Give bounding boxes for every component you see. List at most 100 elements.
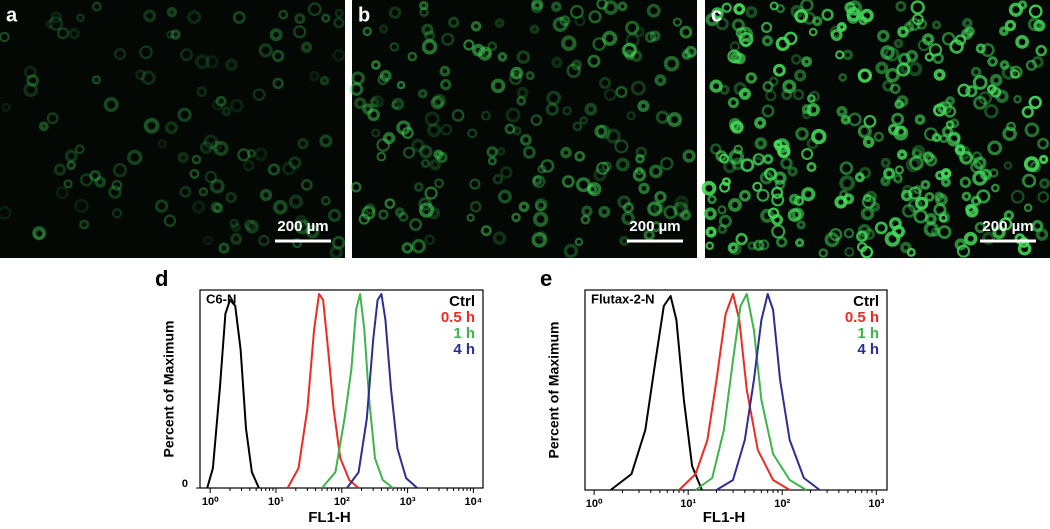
cell bbox=[709, 79, 723, 93]
cell bbox=[574, 150, 586, 162]
cell bbox=[394, 207, 405, 218]
cell bbox=[170, 29, 181, 40]
cell bbox=[230, 232, 243, 245]
cell bbox=[511, 212, 521, 223]
cell bbox=[954, 238, 967, 251]
cell bbox=[203, 134, 219, 150]
cell bbox=[812, 16, 823, 27]
cell bbox=[727, 49, 742, 64]
scale-bar-label: 200 µm bbox=[277, 218, 328, 235]
cell bbox=[885, 67, 900, 83]
cell bbox=[45, 19, 55, 29]
cell bbox=[1031, 56, 1044, 69]
cell bbox=[747, 241, 757, 251]
cell bbox=[413, 182, 424, 192]
cell bbox=[1028, 95, 1042, 110]
cell bbox=[26, 74, 39, 87]
cell bbox=[432, 93, 447, 108]
cell bbox=[535, 200, 546, 212]
cell bbox=[439, 65, 451, 77]
cell bbox=[922, 33, 935, 46]
cell bbox=[327, 208, 342, 223]
cell bbox=[53, 163, 67, 176]
cell bbox=[191, 154, 202, 165]
cell bbox=[294, 13, 306, 25]
cell bbox=[633, 26, 645, 38]
panel-label: a bbox=[6, 4, 18, 26]
cell bbox=[710, 143, 722, 155]
cell bbox=[143, 117, 160, 134]
cell bbox=[584, 102, 598, 116]
cell bbox=[982, 231, 996, 245]
cell bbox=[480, 225, 492, 237]
cell bbox=[354, 97, 367, 110]
cell bbox=[777, 144, 791, 159]
cell bbox=[824, 232, 840, 248]
cell bbox=[806, 103, 820, 117]
cell bbox=[504, 123, 516, 135]
cell bbox=[745, 6, 758, 19]
cell bbox=[594, 124, 608, 138]
cell bbox=[281, 161, 296, 176]
cell bbox=[401, 242, 414, 254]
cell bbox=[984, 104, 999, 119]
cell bbox=[418, 202, 435, 218]
cell bbox=[272, 77, 284, 90]
cell bbox=[448, 16, 460, 28]
cell bbox=[253, 147, 268, 162]
cell bbox=[753, 239, 765, 252]
cell bbox=[396, 80, 406, 90]
cell bbox=[466, 213, 475, 222]
cell bbox=[801, 187, 816, 202]
cell bbox=[830, 29, 843, 42]
cell bbox=[992, 225, 1006, 240]
scale-bar-label: 200 µm bbox=[982, 218, 1033, 235]
cell bbox=[759, 171, 774, 185]
cell bbox=[451, 109, 465, 122]
cell bbox=[745, 72, 757, 84]
cell bbox=[754, 137, 767, 150]
cell bbox=[218, 242, 230, 254]
cell bbox=[91, 75, 101, 85]
cell bbox=[788, 193, 800, 205]
panel-annotation: C6-N bbox=[206, 291, 236, 306]
cell bbox=[615, 157, 630, 172]
cell bbox=[807, 94, 816, 103]
cell bbox=[924, 191, 935, 202]
cell bbox=[961, 28, 973, 40]
cell bbox=[680, 209, 692, 221]
cell bbox=[818, 248, 829, 258]
histogram-line bbox=[206, 298, 260, 489]
cell bbox=[663, 55, 680, 72]
cell bbox=[362, 26, 373, 37]
cell bbox=[625, 20, 640, 35]
cell bbox=[769, 1, 779, 11]
cell bbox=[321, 195, 331, 206]
cell bbox=[198, 187, 209, 197]
cell bbox=[516, 86, 529, 99]
panel-annotation: Flutax-2-N bbox=[591, 291, 655, 306]
cell bbox=[384, 198, 396, 209]
cell bbox=[598, 205, 611, 218]
cell bbox=[292, 238, 303, 249]
cell bbox=[213, 203, 224, 214]
cell bbox=[569, 4, 584, 19]
cell bbox=[64, 149, 78, 163]
cell bbox=[980, 168, 993, 181]
cell bbox=[728, 198, 742, 212]
cell bbox=[894, 165, 904, 175]
cell bbox=[245, 220, 259, 234]
cell bbox=[205, 55, 219, 69]
cell bbox=[210, 140, 222, 152]
cell bbox=[63, 179, 73, 189]
cell bbox=[141, 70, 156, 86]
cell bbox=[213, 140, 229, 157]
cell bbox=[663, 205, 678, 220]
cell bbox=[728, 149, 745, 165]
cell bbox=[243, 219, 255, 230]
cell bbox=[989, 73, 1003, 87]
cell bbox=[424, 186, 438, 200]
cell bbox=[650, 221, 662, 233]
cell bbox=[362, 103, 374, 115]
cell bbox=[906, 247, 916, 257]
